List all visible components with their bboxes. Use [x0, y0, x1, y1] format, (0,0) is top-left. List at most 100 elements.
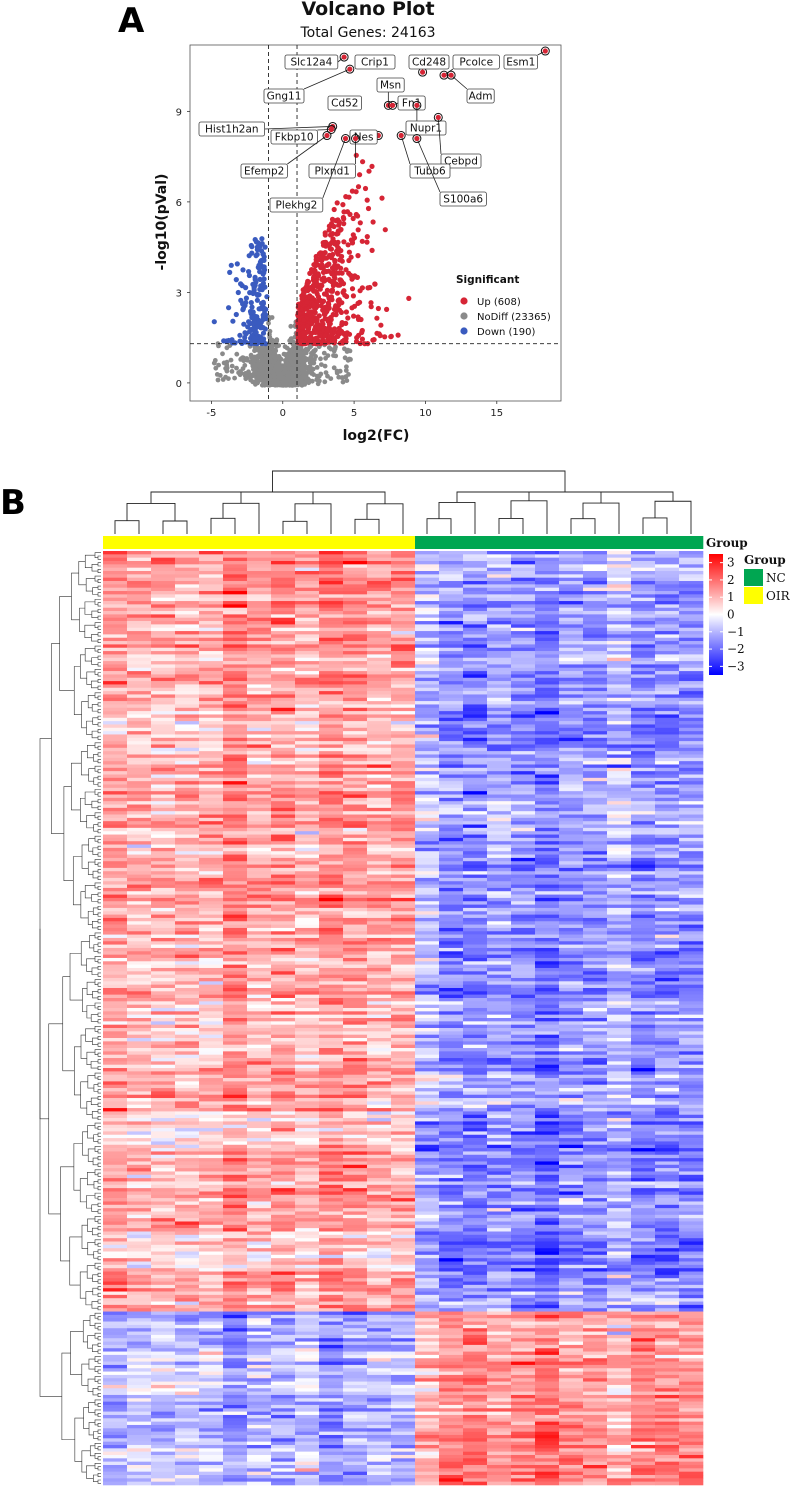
heatmap-cell: [127, 634, 152, 639]
heatmap-cell: [127, 747, 152, 752]
row-dendrogram: [39, 552, 101, 1484]
heatmap-cell: [559, 614, 584, 619]
column-dendrogram: [114, 470, 692, 534]
row-dendrogram-branch: [91, 634, 98, 642]
heatmap-cell: [103, 617, 128, 622]
heatmap-cell: [271, 641, 296, 645]
heatmap-cell: [271, 577, 296, 582]
heatmap-cell: [511, 557, 536, 562]
row-dendrogram-branch: [91, 1301, 98, 1309]
heatmap-cell: [151, 794, 176, 799]
heatmap-cell: [175, 767, 200, 772]
heatmap-cell: [679, 727, 704, 732]
nodiff-point: [254, 346, 259, 352]
down-point: [226, 305, 232, 311]
heatmap-cell: [271, 774, 296, 779]
heatmap-cell: [151, 644, 176, 649]
heatmap-cell: [511, 684, 536, 689]
heatmap-cell: [391, 574, 416, 578]
heatmap-cell: [247, 657, 272, 662]
dendrogram-branch: [354, 518, 380, 534]
heatmap-cell: [343, 634, 368, 639]
heatmap-cell: [247, 584, 272, 588]
heatmap-cell: [655, 771, 680, 775]
heatmap-cell: [175, 797, 200, 802]
heatmap-cell: [247, 677, 272, 682]
heatmap-cell: [511, 657, 536, 662]
column-annotation-cell: [679, 536, 704, 549]
heatmap-cell: [103, 614, 128, 619]
heatmap-cell: [535, 657, 560, 662]
heatmap-cell: [319, 691, 344, 695]
heatmap-cell: [295, 707, 320, 712]
up-point: [312, 338, 318, 344]
heatmap-cell: [631, 614, 656, 619]
heatmap-cell: [103, 724, 128, 729]
heatmap-cell: [127, 597, 152, 602]
heatmap-cell: [559, 724, 584, 729]
heatmap-cell: [631, 707, 656, 712]
heatmap-cell: [679, 737, 704, 742]
down-point: [259, 287, 265, 293]
heatmap-cell: [271, 671, 296, 675]
heatmap-cell: [175, 561, 200, 565]
heatmap-cell: [535, 801, 560, 805]
heatmap-cell: [151, 774, 176, 779]
heatmap-cell: [295, 681, 320, 685]
heatmap-cell: [343, 751, 368, 755]
nodiff-point: [303, 372, 309, 377]
heatmap-cell: [391, 634, 416, 639]
heatmap-cell: [367, 657, 392, 662]
heatmap-cell: [343, 774, 368, 779]
up-point: [395, 332, 401, 338]
heatmap-cell: [535, 724, 560, 729]
heatmap-cell: [583, 774, 608, 779]
heatmap-cell: [679, 724, 704, 729]
heatmap-cell: [583, 711, 608, 715]
heatmap-cell: [319, 714, 344, 719]
heatmap-cell: [175, 811, 200, 815]
down-point: [249, 250, 255, 256]
heatmap-cell: [511, 631, 536, 635]
heatmap-cell: [583, 757, 608, 762]
row-dendrogram-branch: [97, 1102, 101, 1107]
up-point: [301, 317, 307, 323]
up-point: [317, 250, 324, 256]
heatmap-cell: [487, 641, 512, 645]
heatmap-cell: [511, 787, 536, 792]
heatmap-cell: [223, 721, 248, 725]
up-point: [320, 269, 327, 275]
heatmap-cell: [391, 821, 416, 825]
heatmap-cell: [127, 657, 152, 662]
heatmap-cell: [319, 687, 344, 692]
nodiff-point: [343, 368, 349, 373]
heatmap-cell: [583, 621, 608, 625]
heatmap-cell: [655, 817, 680, 822]
heatmap-cell: [151, 637, 176, 642]
heatmap-cell: [199, 664, 224, 669]
heatmap-cell: [631, 697, 656, 702]
row-dendrogram-branch: [97, 1336, 101, 1341]
up-point: [345, 315, 351, 321]
heatmap-cell: [199, 747, 224, 752]
heatmap-cell: [439, 827, 464, 832]
heatmap-cell: [511, 797, 536, 802]
heatmap-cell: [535, 811, 560, 815]
heatmap-cell: [559, 557, 584, 562]
heatmap-cell: [463, 581, 488, 585]
heatmap-cell: [679, 774, 704, 779]
row-dendrogram-branch: [97, 1162, 101, 1167]
heatmap-cell: [103, 731, 128, 735]
heatmap-cell: [127, 711, 152, 715]
heatmap-cell: [295, 787, 320, 792]
dendrogram-branch: [642, 517, 668, 534]
heatmap-cell: [367, 697, 392, 702]
heatmap-cell: [367, 787, 392, 792]
heatmap-cell: [295, 704, 320, 709]
heatmap-cell: [631, 744, 656, 749]
heatmap-cell: [631, 597, 656, 602]
heatmap-cell: [151, 691, 176, 695]
heatmap-cell: [271, 777, 296, 782]
heatmap-cell: [151, 821, 176, 825]
heatmap-cell: [415, 671, 440, 675]
